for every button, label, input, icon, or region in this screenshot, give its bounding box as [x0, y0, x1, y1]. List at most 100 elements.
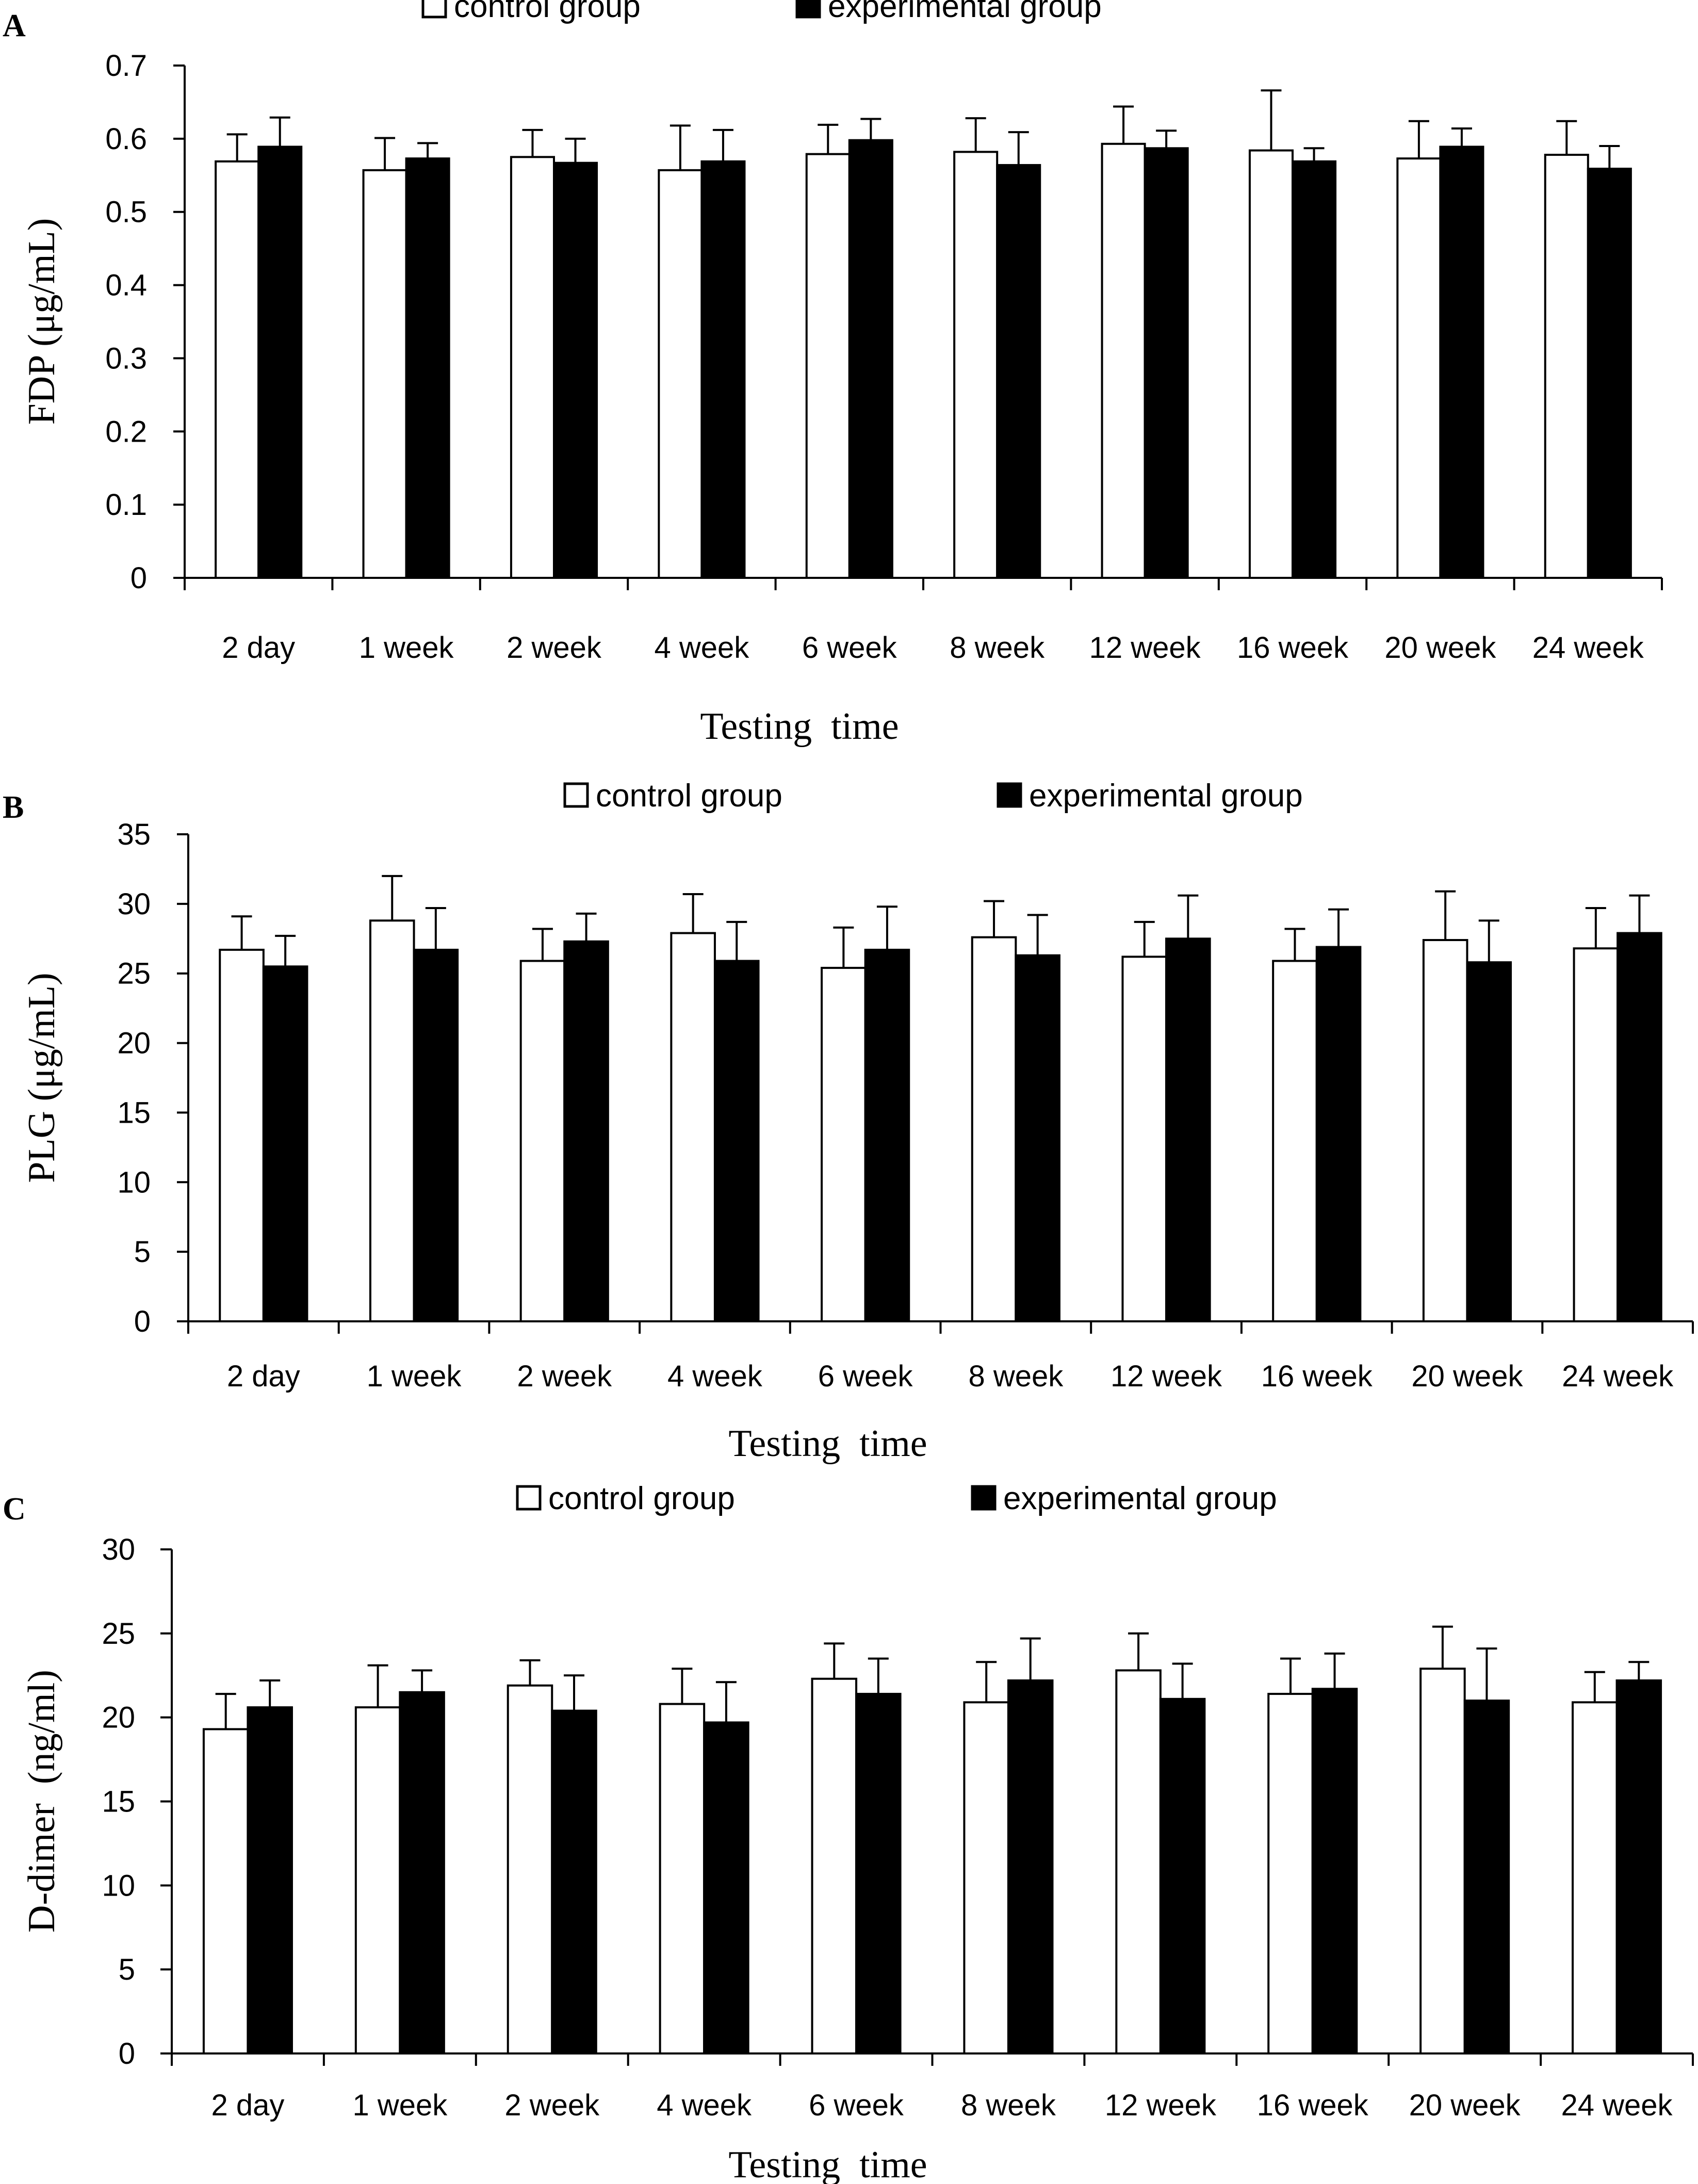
bar-experimental	[413, 948, 459, 1323]
y-axis-title: D-dimer (ng/ml)	[21, 1670, 63, 1933]
bar-experimental	[1311, 1688, 1358, 2054]
legend-swatch	[563, 782, 589, 808]
y-tick-label: 20	[102, 1701, 135, 1735]
y-tick-label: 0	[119, 2037, 135, 2070]
bar-experimental	[551, 1709, 597, 2054]
bar-experimental	[864, 948, 910, 1323]
x-tick-label: 8 week	[968, 1360, 1064, 1393]
y-tick-label: 0.7	[105, 49, 147, 83]
bar-control	[219, 948, 265, 1323]
bar-experimental	[1466, 961, 1512, 1322]
bar-experimental	[1463, 1700, 1510, 2055]
x-tick-label: 16 week	[1261, 1360, 1373, 1393]
y-tick-label: 10	[117, 1166, 151, 1199]
legend-swatch	[971, 1485, 997, 1511]
bar-experimental	[703, 1721, 749, 2055]
legend-swatch	[421, 0, 447, 19]
legend-swatch	[516, 1485, 542, 1511]
x-tick-label: 2 week	[507, 631, 602, 665]
y-tick-label: 0.3	[105, 342, 147, 375]
x-tick-label: 2 day	[211, 2089, 285, 2122]
bar-control	[1419, 1668, 1466, 2055]
x-tick-label: 2 week	[517, 1360, 612, 1393]
legend-label: experimental group	[1003, 1481, 1277, 1516]
x-axis-title: Testing time	[728, 2144, 927, 2184]
bar-experimental	[405, 157, 450, 579]
x-tick-label: 1 week	[352, 2089, 448, 2122]
legend-label: control group	[548, 1481, 735, 1516]
y-axis-title: FDP (μg/mL)	[21, 218, 63, 425]
y-tick-label: 20	[117, 1027, 151, 1060]
bar-experimental	[1292, 160, 1337, 579]
bar-control	[369, 919, 415, 1323]
x-tick-label: 12 week	[1111, 1360, 1222, 1393]
bar-control	[659, 1703, 706, 2054]
bar-control	[202, 1728, 249, 2055]
bar-control	[354, 1706, 401, 2055]
y-tick-label: 0.5	[105, 196, 147, 229]
bar-control	[1573, 947, 1619, 1323]
bar-control	[658, 169, 703, 579]
bar-control	[362, 169, 407, 579]
bar-experimental	[700, 160, 746, 579]
bar-experimental	[247, 1706, 293, 2055]
y-tick-label: 30	[117, 887, 151, 921]
legend-label: control group	[454, 0, 641, 24]
x-tick-label: 4 week	[667, 1360, 763, 1393]
bar-control	[215, 160, 260, 579]
y-tick-label: 15	[102, 1785, 135, 1819]
bar-experimental	[262, 965, 308, 1322]
x-tick-label: 24 week	[1561, 2089, 1673, 2122]
x-axis-title: Testing time	[700, 705, 899, 748]
x-tick-label: 8 week	[950, 631, 1045, 665]
y-tick-label: 0	[130, 561, 147, 595]
x-tick-label: 2 week	[504, 2089, 600, 2122]
x-axis-title: Testing time	[728, 1422, 927, 1465]
y-tick-label: 0.4	[105, 269, 147, 302]
bar-experimental	[855, 1693, 902, 2054]
x-tick-label: 20 week	[1411, 1360, 1523, 1393]
bar-experimental	[257, 145, 303, 579]
bar-experimental	[1015, 954, 1060, 1323]
panel-letter: C	[3, 1492, 26, 1527]
bar-control	[821, 966, 867, 1322]
bar-control	[1396, 157, 1442, 579]
bar-experimental	[1144, 147, 1189, 579]
y-tick-label: 15	[117, 1096, 151, 1129]
x-tick-label: 6 week	[818, 1360, 913, 1393]
bar-control	[1101, 142, 1146, 579]
bar-experimental	[848, 139, 893, 579]
x-tick-label: 6 week	[809, 2089, 904, 2122]
x-tick-label: 16 week	[1237, 631, 1349, 665]
legend-label: control group	[596, 778, 782, 814]
x-tick-label: 4 week	[657, 2089, 752, 2122]
panel-letter: B	[3, 790, 24, 825]
y-tick-label: 0.6	[105, 122, 147, 156]
x-tick-label: 24 week	[1562, 1360, 1674, 1393]
bar-experimental	[1439, 145, 1484, 579]
x-tick-label: 2 day	[227, 1360, 300, 1393]
y-tick-label: 25	[102, 1617, 135, 1651]
bar-control	[1572, 1701, 1618, 2054]
bar-experimental	[563, 940, 609, 1323]
x-tick-label: 12 week	[1089, 631, 1201, 665]
legend-label: experimental group	[1029, 778, 1303, 814]
bar-control	[1248, 149, 1294, 579]
bar-experimental	[996, 164, 1041, 579]
y-tick-label: 0.1	[105, 488, 147, 522]
bar-experimental	[1617, 932, 1662, 1323]
x-tick-label: 20 week	[1384, 631, 1496, 665]
bar-experimental	[1615, 1679, 1662, 2054]
bar-experimental	[1587, 168, 1632, 579]
y-tick-label: 10	[102, 1869, 135, 1902]
bar-control	[953, 151, 999, 579]
x-tick-label: 1 week	[359, 631, 454, 665]
x-tick-label: 20 week	[1409, 2089, 1521, 2122]
x-tick-label: 12 week	[1105, 2089, 1217, 2122]
bar-control	[1115, 1669, 1162, 2054]
x-tick-label: 4 week	[655, 631, 750, 665]
bar-control	[1422, 939, 1468, 1323]
